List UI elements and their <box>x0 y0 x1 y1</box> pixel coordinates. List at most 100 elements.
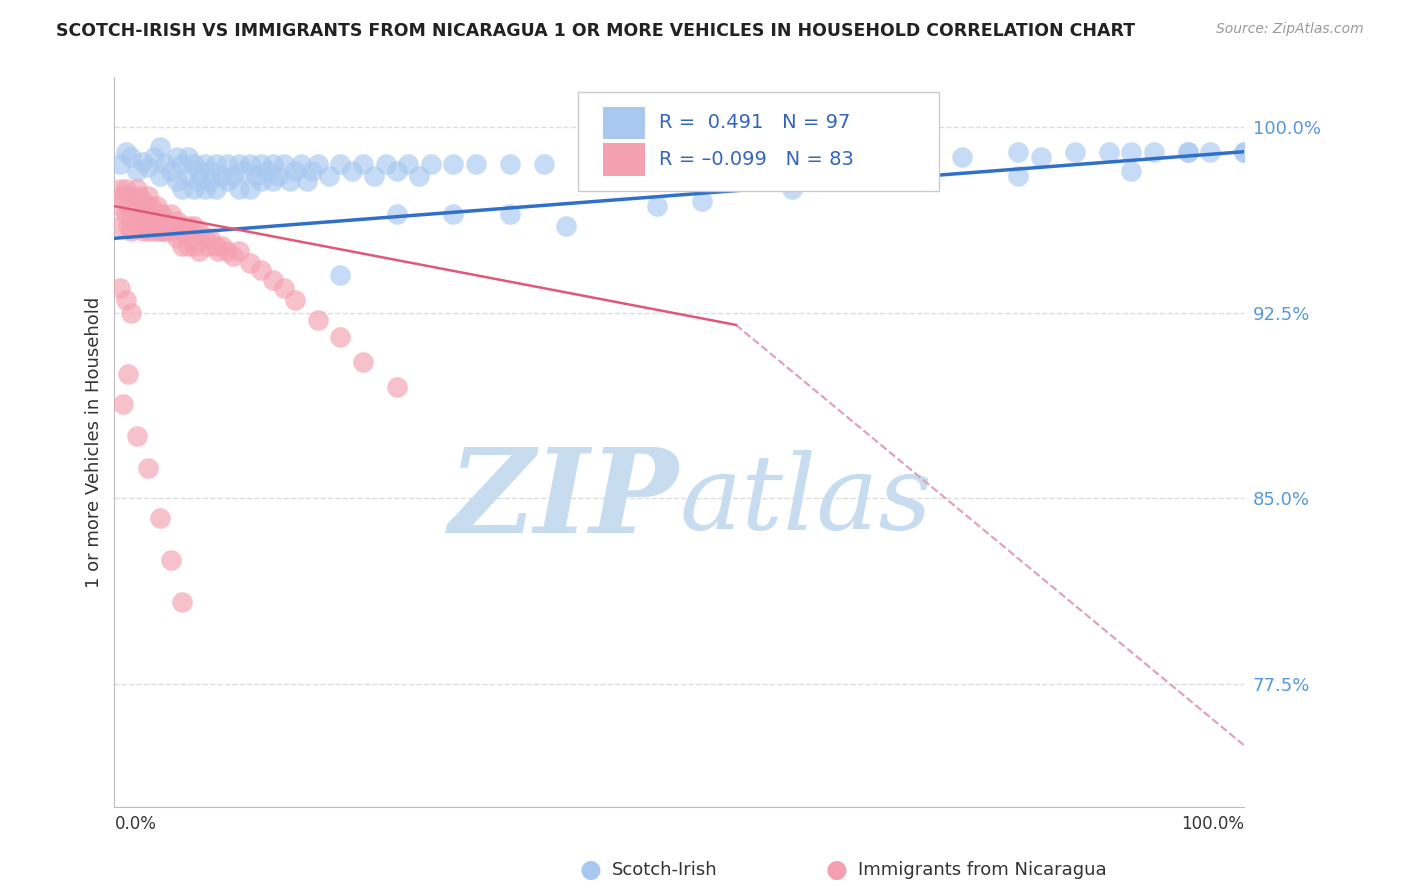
Point <box>139 219 162 233</box>
Point <box>465 157 488 171</box>
Point <box>160 224 183 238</box>
Point <box>1007 145 1029 159</box>
Point <box>239 256 262 270</box>
Point <box>278 174 301 188</box>
Point <box>374 157 396 171</box>
Point <box>131 211 153 226</box>
Point <box>125 164 148 178</box>
Point <box>172 182 194 196</box>
Point <box>169 219 191 233</box>
Text: SCOTCH-IRISH VS IMMIGRANTS FROM NICARAGUA 1 OR MORE VEHICLES IN HOUSEHOLD CORREL: SCOTCH-IRISH VS IMMIGRANTS FROM NICARAGU… <box>56 22 1136 40</box>
Point <box>108 182 131 196</box>
Point <box>125 429 148 443</box>
Point <box>183 238 205 252</box>
Point <box>136 224 159 238</box>
Point <box>228 157 250 171</box>
Point <box>124 194 146 209</box>
Point <box>131 194 153 209</box>
Point <box>578 157 600 171</box>
Text: ●: ● <box>579 858 602 881</box>
Point <box>149 206 172 220</box>
Point <box>1121 145 1143 159</box>
Point <box>160 164 183 178</box>
Point <box>177 169 200 184</box>
Y-axis label: 1 or more Vehicles in Household: 1 or more Vehicles in Household <box>86 297 103 588</box>
Point <box>136 189 159 203</box>
Point <box>782 174 804 188</box>
Point <box>295 174 318 188</box>
Point <box>136 160 159 174</box>
Point <box>124 214 146 228</box>
Point <box>135 219 157 233</box>
Point <box>205 182 228 196</box>
Point <box>1199 145 1222 159</box>
Point <box>143 206 166 220</box>
Text: R = –0.099   N = 83: R = –0.099 N = 83 <box>659 150 853 169</box>
Text: atlas: atlas <box>679 450 932 551</box>
Point <box>612 157 634 171</box>
Point <box>200 164 222 178</box>
Point <box>172 157 194 171</box>
Point <box>108 157 131 171</box>
Point <box>645 199 668 213</box>
FancyBboxPatch shape <box>578 92 939 191</box>
Point <box>166 150 188 164</box>
Point <box>172 224 194 238</box>
Point <box>1098 145 1121 159</box>
Point <box>239 182 262 196</box>
FancyBboxPatch shape <box>603 143 645 176</box>
Point <box>284 164 307 178</box>
Point <box>200 231 222 245</box>
Point <box>200 174 222 188</box>
Point <box>120 189 142 203</box>
Point <box>149 169 172 184</box>
Point <box>385 164 408 178</box>
Text: ZIP: ZIP <box>450 443 679 558</box>
Point <box>950 150 973 164</box>
Point <box>290 157 312 171</box>
Point <box>352 157 374 171</box>
Point <box>262 273 284 287</box>
Point <box>441 206 464 220</box>
Point <box>143 224 166 238</box>
Point <box>108 281 131 295</box>
Point <box>385 380 408 394</box>
Point <box>166 174 188 188</box>
Point <box>173 224 195 238</box>
Point <box>1063 145 1085 159</box>
Point <box>166 231 188 245</box>
Point <box>894 174 917 188</box>
Point <box>205 157 228 171</box>
Point <box>262 174 284 188</box>
Point <box>1007 169 1029 184</box>
Point <box>117 368 139 382</box>
Point <box>724 150 747 164</box>
Point <box>155 157 177 171</box>
FancyBboxPatch shape <box>603 107 645 139</box>
Point <box>194 231 217 245</box>
Point <box>125 182 148 196</box>
Point <box>108 199 131 213</box>
Point <box>256 164 278 178</box>
Point <box>195 238 218 252</box>
Point <box>441 157 464 171</box>
Point <box>207 244 229 258</box>
Point <box>217 174 239 188</box>
Point <box>217 157 239 171</box>
Point <box>135 199 157 213</box>
Point <box>155 224 177 238</box>
Point <box>250 157 273 171</box>
Point <box>177 238 200 252</box>
Point <box>114 145 136 159</box>
Point <box>205 238 228 252</box>
Point <box>307 313 329 327</box>
Point <box>125 199 148 213</box>
Point <box>1233 145 1256 159</box>
Point <box>149 224 172 238</box>
Point <box>131 224 153 238</box>
Point <box>177 150 200 164</box>
Point <box>143 150 166 164</box>
Point <box>533 157 555 171</box>
Point <box>155 214 177 228</box>
Point <box>150 224 173 238</box>
